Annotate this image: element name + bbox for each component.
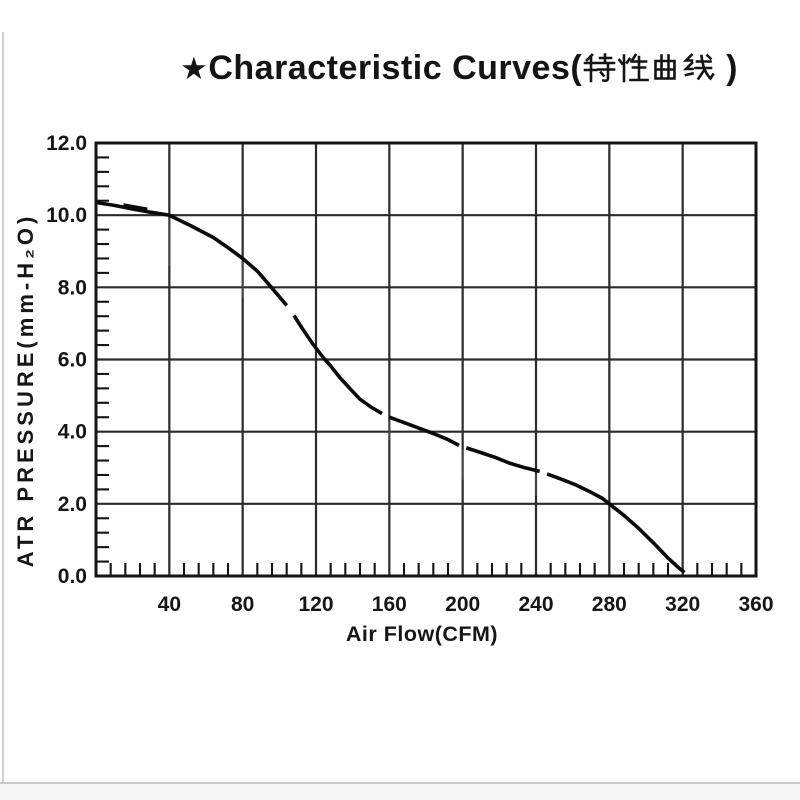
x-tick-label: 120	[298, 593, 333, 616]
chart-title: ★Characteristic Curves( )	[0, 49, 800, 88]
x-tick-labels: 40 80 120 160 200 240 280 320 360	[158, 593, 774, 616]
x-tick-label: 280	[592, 593, 627, 616]
y-tick-label: 8.0	[58, 276, 87, 299]
cjk-char-te	[583, 53, 616, 83]
cjk-char-xing	[617, 53, 649, 83]
y-tick-label: 4.0	[58, 421, 87, 444]
x-tick-label: 200	[445, 593, 480, 616]
x-tick-label: 320	[665, 593, 700, 616]
y-tick-label: 2.0	[58, 493, 87, 516]
y-tick-label: 10.0	[46, 204, 87, 227]
y-axis-title: ATR PRESSURE(mm-H₂O)	[13, 213, 38, 568]
y-tick-label: 0.0	[58, 565, 87, 588]
plot-frame	[94, 141, 758, 578]
cjk-char-xian	[683, 53, 715, 81]
star-icon: ★	[180, 51, 209, 86]
pq-curve	[95, 200, 686, 574]
y-tick-label: 6.0	[58, 349, 87, 372]
chart-title-suffix: )	[716, 49, 738, 87]
y-tick-labels: 0.0 2.0 4.0 6.0 8.0 10.0 12.0	[46, 132, 87, 588]
chart-title-latin: Characteristic Curves(	[208, 49, 583, 87]
x-tick-label: 40	[158, 593, 181, 616]
x-tick-label: 360	[738, 593, 773, 616]
chart-title-cjk-text	[583, 53, 715, 83]
x-tick-label: 160	[372, 593, 407, 616]
page-margin-bottom	[0, 784, 800, 800]
x-tick-label: 240	[518, 593, 553, 616]
scan-edge-left-line	[2, 32, 4, 782]
gridlines	[96, 143, 756, 576]
scan-droplines	[123, 203, 537, 496]
x-axis-title: Air Flow(CFM)	[346, 622, 498, 646]
cjk-char-qu	[654, 54, 676, 80]
scan-edge-bottom-line	[0, 782, 800, 784]
x-tick-label: 80	[231, 593, 254, 616]
minor-ticks	[96, 156, 743, 576]
y-tick-label: 12.0	[46, 132, 87, 155]
